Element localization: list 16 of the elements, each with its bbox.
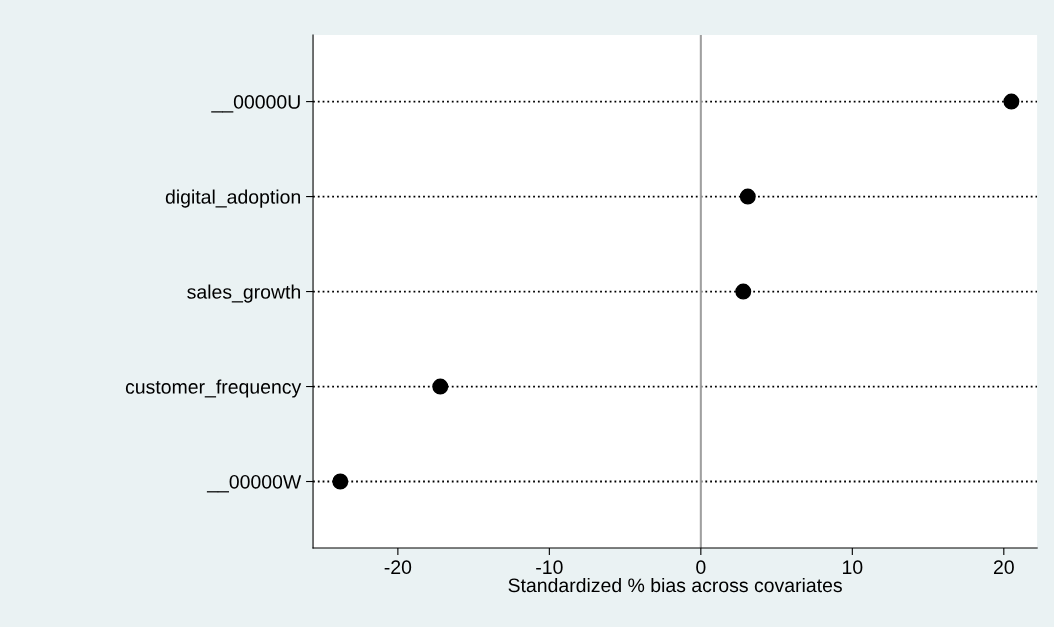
y-tick-label: sales_growth [187,284,300,303]
y-tick-label: customer_frequency [125,379,302,398]
x-tick-label: 0 [696,560,706,575]
y-tick-label: digital_adoption [165,189,300,208]
x-tick-label: 20 [993,560,1014,575]
point [735,283,752,300]
point [332,473,349,490]
y-tick-label: __00000W [206,474,302,493]
point [739,188,756,205]
point [432,378,449,395]
point [1003,93,1020,110]
x-tick-label: -20 [384,560,412,575]
y-tick-label: __00000U [211,95,300,113]
x-tick-label: -10 [536,560,563,575]
x-tick-label: 10 [842,560,863,575]
x-axis-title: Standardized % bias across covariates [508,577,842,593]
